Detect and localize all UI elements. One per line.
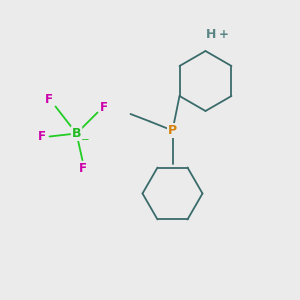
Text: B: B: [72, 127, 81, 140]
Text: F: F: [100, 100, 108, 114]
Text: +: +: [219, 28, 229, 41]
Text: H: H: [206, 28, 217, 41]
Text: P: P: [168, 124, 177, 137]
Text: F: F: [38, 130, 46, 143]
Text: F: F: [79, 162, 86, 175]
Text: F: F: [45, 93, 53, 106]
Text: −: −: [80, 135, 89, 145]
